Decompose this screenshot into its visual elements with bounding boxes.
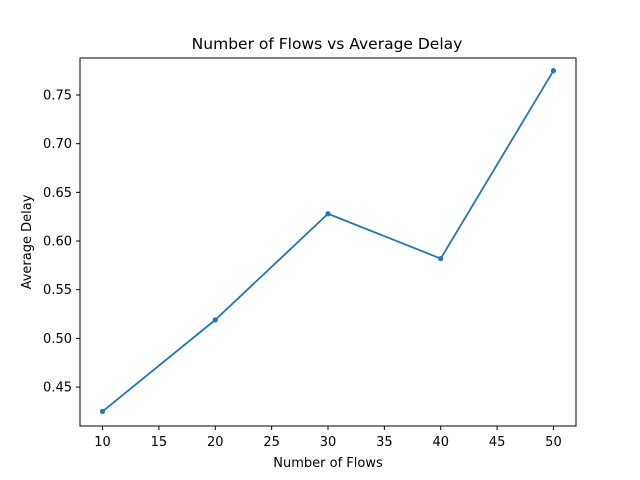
y-tick-label: 0.60 [43,235,72,250]
y-tick-label: 0.65 [43,186,72,201]
x-tick-label: 50 [545,435,562,450]
data-point [438,255,444,262]
y-axis-title: Average Delay [20,194,35,289]
x-tick-label: 15 [151,435,168,450]
data-point [550,68,557,74]
x-tick-label: 10 [94,435,111,450]
chart-title: Number of Flows vs Average Delay [192,35,463,53]
y-tick-label: 0.75 [43,88,72,103]
y-tick-label: 0.45 [43,381,72,396]
data-point [99,408,106,414]
y-tick-label: 0.55 [43,283,72,298]
x-tick-label: 25 [263,435,280,450]
y-tick-label: 0.70 [43,137,72,152]
plot-area-frame [79,57,577,427]
x-tick-label: 30 [320,435,337,450]
x-tick-label: 40 [432,435,449,450]
series-layer [99,68,557,414]
x-tick-label: 45 [489,435,506,450]
data-point [325,211,331,217]
x-tick-label: 35 [376,435,393,450]
x-axis-ticks: 10 15 20 25 30 35 40 45 50 [94,426,562,450]
x-axis-title: Number of Flows [273,456,383,471]
y-axis-ticks: 0.45 0.50 0.55 0.60 0.65 0.70 0.75 [43,88,80,396]
data-point [212,317,218,323]
y-tick-label: 0.50 [43,332,72,347]
x-tick-label: 20 [207,435,224,450]
